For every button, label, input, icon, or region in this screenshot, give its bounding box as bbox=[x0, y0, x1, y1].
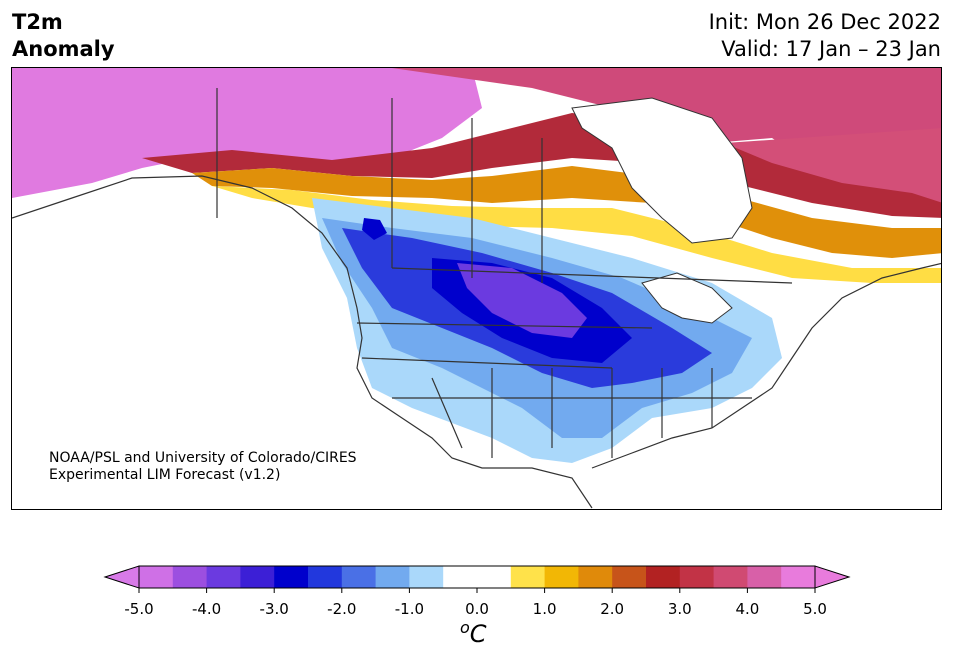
colorbar-cell bbox=[308, 566, 343, 588]
colorbar-cell bbox=[544, 566, 579, 588]
colorbar-cell bbox=[510, 566, 546, 588]
title-line-2: Anomaly bbox=[12, 37, 115, 61]
colorbar-under-triangle bbox=[103, 565, 140, 589]
great-lakes bbox=[641, 272, 733, 324]
credit-line-1: NOAA/PSL and University of Colorado/CIRE… bbox=[49, 450, 357, 466]
title-line-1: T2m bbox=[12, 10, 63, 34]
hudson-bay bbox=[571, 97, 753, 244]
colorbar-cell bbox=[646, 566, 681, 588]
colorbar-cell bbox=[713, 566, 748, 588]
colorbar-tick-label: -2.0 bbox=[327, 600, 357, 618]
anomaly-map: NOAA/PSL and University of Colorado/CIRE… bbox=[11, 67, 942, 510]
colorbar-over-triangle bbox=[814, 565, 851, 589]
cold-anomaly-violet bbox=[457, 263, 587, 338]
colorbar-cell bbox=[274, 566, 309, 588]
valid-range: Valid: 17 Jan – 23 Jan bbox=[721, 37, 941, 61]
colorbar-tick-label: 2.0 bbox=[600, 600, 625, 618]
cold-anomaly-small-core bbox=[362, 218, 387, 240]
colorbar-unit-label: oC bbox=[460, 618, 487, 648]
colorbar-ticks bbox=[138, 588, 816, 593]
colorbar-cell bbox=[240, 566, 275, 588]
init-date: Init: Mon 26 Dec 2022 bbox=[708, 10, 941, 34]
colorbar-cell bbox=[409, 566, 444, 588]
colorbar-cell bbox=[679, 566, 715, 588]
map-canvas bbox=[12, 68, 941, 509]
unit-base: C bbox=[469, 620, 487, 648]
colorbar-cell bbox=[781, 566, 816, 588]
colorbar-tick-label: 0.0 bbox=[465, 600, 489, 618]
warm-anomaly-red bbox=[142, 113, 941, 218]
colorbar-tick-label: 3.0 bbox=[667, 600, 692, 618]
colorbar-tick-label: -4.0 bbox=[191, 600, 222, 618]
colorbar-cells bbox=[139, 566, 816, 588]
map-title: T2m Anomaly bbox=[12, 9, 115, 63]
colorbar-cell bbox=[747, 566, 782, 588]
colorbar-tick-label: 5.0 bbox=[803, 600, 827, 618]
colorbar-cell bbox=[206, 566, 241, 588]
warm-anomaly-magenta bbox=[12, 68, 482, 198]
date-info: Init: Mon 26 Dec 2022 Valid: 17 Jan – 23… bbox=[709, 9, 941, 63]
colorbar-tick-label: -5.0 bbox=[124, 600, 154, 618]
colorbar-cell bbox=[477, 566, 512, 588]
coastlines bbox=[12, 88, 941, 509]
colorbar-cell bbox=[612, 566, 647, 588]
colorbar-cell bbox=[172, 566, 208, 588]
colorbar-tick-label: -1.0 bbox=[394, 600, 425, 618]
colorbar-tick-label: 4.0 bbox=[735, 600, 760, 618]
colorbar-cell bbox=[139, 566, 174, 588]
colorbar-tick-label: 1.0 bbox=[532, 600, 557, 618]
colorbar-tick-label: -3.0 bbox=[259, 600, 289, 618]
colorbar-cell bbox=[375, 566, 410, 588]
colorbar-cell bbox=[443, 566, 478, 588]
credit-line-2: Experimental LIM Forecast (v1.2) bbox=[49, 467, 281, 483]
colorbar-cell bbox=[341, 566, 377, 588]
warm-anomaly-orange bbox=[192, 166, 941, 258]
unit-degree-symbol: o bbox=[460, 618, 470, 637]
credit-text: NOAA/PSL and University of Colorado/CIRE… bbox=[49, 450, 357, 484]
colorbar-cell bbox=[578, 566, 613, 588]
